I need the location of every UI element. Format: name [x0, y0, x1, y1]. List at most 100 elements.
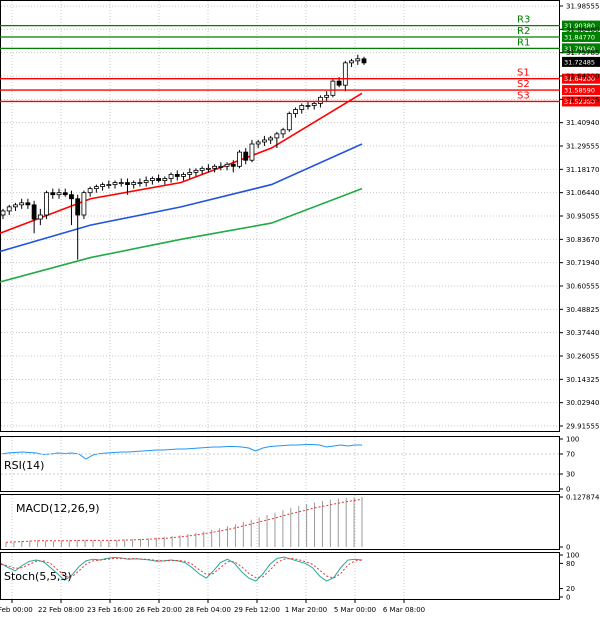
candle-up — [342, 62, 348, 86]
panel-frames — [0, 0, 560, 600]
candle-up — [181, 174, 186, 177]
time-tick-label: 5 Mar 00:00 — [334, 606, 376, 614]
level-label-s2: S2 — [517, 79, 530, 90]
panel-frame — [0, 436, 560, 492]
level-badge-value-s2: 31.58590 — [564, 87, 595, 95]
candle-up — [44, 192, 49, 216]
candle-up — [149, 178, 155, 181]
time-tick-label: 6 Mar 08:00 — [383, 606, 425, 614]
price-tick-label: 31.40940 — [566, 119, 599, 127]
rsi-tick-label: 30 — [566, 471, 575, 479]
candle-up — [137, 182, 143, 184]
price-tick-label: 29.91555 — [566, 423, 599, 431]
candle-down — [243, 151, 249, 161]
stoch-tick-label: 80 — [566, 560, 575, 568]
candle-up — [324, 94, 330, 98]
price-tick-label: 30.95055 — [566, 213, 599, 221]
candle-up — [56, 192, 62, 196]
candle-down — [174, 174, 180, 177]
candle-up — [118, 182, 124, 184]
price-tick-label: 30.48825 — [566, 306, 599, 314]
price-tick-label: 31.64200 — [566, 73, 599, 81]
candle-down — [69, 194, 74, 200]
candle-up — [305, 105, 311, 107]
macd-tick-label: 0 — [566, 544, 570, 552]
level-badge-value-r2: 31.84770 — [564, 33, 595, 41]
candle-up — [212, 165, 218, 169]
stoch-tick-label: 20 — [566, 585, 575, 593]
stoch-k-line — [0, 556, 363, 582]
moving-average-line — [0, 187, 363, 283]
time-tick-label: 28 Feb 04:00 — [185, 606, 231, 614]
candle-up — [262, 139, 267, 143]
moving-averages — [0, 92, 363, 283]
level-label-r3: R3 — [517, 15, 530, 26]
candle-up — [143, 180, 149, 183]
candle-up — [193, 169, 199, 173]
candle-up — [299, 105, 305, 110]
support-resistance-levels: R3 31.90380 R2 31.84770 R1 31.79160 S1 31.64200… — [0, 15, 600, 107]
candle-down — [62, 192, 68, 196]
stoch-tick-label: 100 — [566, 552, 579, 560]
level-badge-value-r3: 31.90380 — [564, 22, 595, 30]
candle-up — [349, 60, 354, 64]
candle-up — [162, 178, 168, 181]
price-tick-label: 31.29555 — [566, 143, 599, 151]
rsi-line — [0, 444, 362, 460]
level-badge-r3 — [562, 20, 600, 31]
candle-down — [50, 192, 56, 196]
price-tick-label: 30.02940 — [566, 399, 599, 407]
rsi-title: RSI(14) — [4, 459, 44, 472]
candle-up — [218, 165, 224, 168]
moving-average-line — [0, 143, 363, 253]
price-tick-label: 31.52525 — [566, 96, 599, 104]
time-tick-label: 1 Mar 20:00 — [285, 606, 327, 614]
price-tick-label: 30.83670 — [566, 236, 599, 244]
time-tick-label: 22 Feb 08:00 — [38, 606, 84, 614]
candle-up — [249, 143, 255, 161]
stoch-d-line — [0, 557, 363, 579]
candle-up — [268, 137, 274, 141]
macd-title: MACD(12,26,9) — [16, 502, 100, 515]
level-badge-s3 — [562, 96, 600, 107]
candle-up — [330, 80, 336, 96]
candle-up — [187, 171, 193, 175]
candle-up — [168, 174, 174, 179]
candle-up — [0, 210, 6, 216]
candle-up — [293, 109, 298, 114]
grid — [1, 1, 559, 599]
level-badge-value-r1: 31.79160 — [564, 45, 595, 53]
candle-down — [75, 198, 81, 216]
candle-up — [81, 192, 87, 216]
level-label-s3: S3 — [517, 90, 530, 101]
macd-panel: 0.127874 0 — [5, 494, 600, 552]
price-axis: 31.98555 31.86460 31.75785 31.64200 31.52525… — [560, 3, 599, 431]
rsi-tick-label: 70 — [566, 451, 575, 459]
candle-up — [131, 182, 137, 185]
stoch-tick-label: 0 — [566, 594, 570, 602]
rsi-tick-label: 0 — [566, 486, 570, 494]
time-tick-label: 29 Feb 12:00 — [234, 606, 280, 614]
rsi-tick-label: 100 — [566, 436, 579, 444]
candle-down — [156, 178, 162, 181]
price-tick-label: 30.71940 — [566, 259, 599, 267]
level-badge-value-s3: 31.52980 — [564, 98, 595, 106]
candle-up — [106, 184, 112, 186]
candle-up — [6, 206, 12, 212]
time-tick-label: 23 Feb 16:00 — [87, 606, 133, 614]
candle-up — [19, 202, 25, 206]
candle-up — [199, 167, 205, 171]
time-tick-label: 26 Feb 20:00 — [136, 606, 182, 614]
candle-up — [286, 113, 292, 131]
current-price-value: 31.72485 — [564, 58, 595, 66]
level-badge-r1 — [562, 43, 600, 54]
price-tick-label: 30.60555 — [566, 283, 599, 291]
candle-up — [355, 58, 361, 62]
candle-down — [336, 80, 342, 86]
candles — [0, 54, 367, 260]
candle-up — [87, 188, 93, 194]
candle-down — [25, 202, 31, 206]
rsi-panel: 100 70 30 0 — [0, 436, 579, 494]
price-tick-label: 31.06440 — [566, 189, 599, 197]
